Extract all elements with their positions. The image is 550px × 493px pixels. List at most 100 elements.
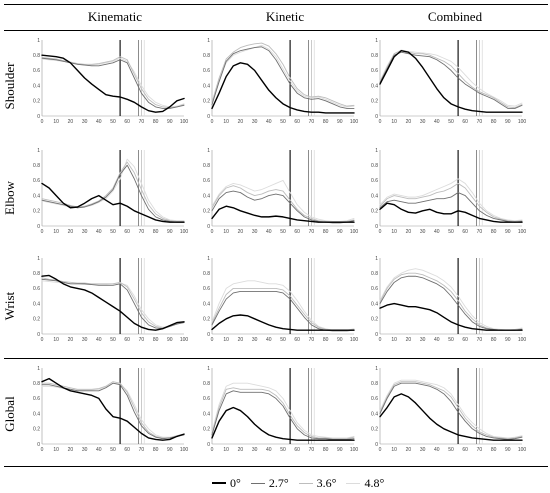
chart-wrist-kinematic: 0 0.2 0.4 0.6 0.8 1 0 10 20 30 40 50 60 70 80 90 100 (28, 254, 188, 344)
x-tick-label: 50 (110, 119, 116, 125)
series-line-0deg (41, 54, 185, 113)
series-line-0deg (41, 274, 185, 331)
x-tick-label: 60 (124, 447, 130, 453)
x-tick-label: 50 (448, 447, 454, 453)
y-tick-label: 0 (375, 332, 378, 338)
x-tick-label: 10 (223, 229, 229, 235)
y-tick-label: 0.8 (33, 271, 40, 277)
x-tick-label: 40 (434, 229, 440, 235)
x-tick-label: 40 (266, 229, 272, 235)
series-line-4-8deg (41, 158, 185, 222)
x-tick-label: 40 (434, 337, 440, 343)
x-tick-label: 90 (337, 337, 343, 343)
legend-label-4-8deg: 4.8° (364, 475, 385, 490)
chart-wrist-kinetic: 0 0.2 0.4 0.6 0.8 1 0 10 20 30 40 50 60 70 80 90 100 (198, 254, 358, 344)
y-tick-label: 1 (37, 366, 40, 372)
y-tick-label: 0.2 (203, 427, 210, 433)
y-tick-label: 0.2 (203, 99, 210, 105)
y-tick-label: 0.8 (371, 163, 378, 169)
series-line-3-6deg (41, 381, 185, 439)
chart-wrist-combined: 0 0.2 0.4 0.6 0.8 1 0 10 20 30 40 50 60 70 80 90 100 (366, 254, 526, 344)
y-tick-label: 0.2 (33, 99, 40, 105)
y-tick-label: 1 (207, 148, 210, 154)
x-tick-label: 20 (68, 447, 74, 453)
x-tick-label: 0 (379, 447, 382, 453)
x-tick-label: 20 (406, 337, 412, 343)
x-tick-label: 70 (139, 119, 145, 125)
x-tick-label: 30 (82, 119, 88, 125)
x-tick-label: 60 (124, 119, 130, 125)
series-line-4-8deg (379, 178, 523, 222)
chart-global-combined: 0 0.2 0.4 0.6 0.8 1 0 10 20 30 40 50 60 70 80 90 100 (366, 364, 526, 454)
x-tick-label: 20 (406, 447, 412, 453)
chart-elbow-kinetic-plot: 00.20.40.60.810 10 20 30 40 50 60 70 80 90 100 (203, 148, 358, 235)
y-tick-label: 0.6 (371, 178, 378, 184)
x-tick-label: 80 (153, 447, 159, 453)
chart-global-kinematic: 0 0.2 0.4 0.6 0.8 1 0 10 20 30 40 50 60 70 80 90 100 (28, 364, 188, 454)
x-tick-label: 50 (448, 119, 454, 125)
y-tick-label: 0.8 (203, 163, 210, 169)
y-tick-label: 0.4 (33, 301, 40, 307)
y-tick-label: 0.4 (371, 83, 378, 89)
x-tick-label: 40 (96, 447, 102, 453)
series-line-2-7deg (211, 290, 355, 332)
x-tick-label: 90 (505, 447, 511, 453)
y-tick-label: 0 (37, 114, 40, 120)
legend-item-2-7deg: 2.7° (250, 475, 289, 491)
series-line-4-8deg (41, 57, 185, 108)
x-tick-label: 20 (406, 119, 412, 125)
x-tick-label: 40 (434, 447, 440, 453)
x-tick-label: 50 (280, 447, 286, 453)
x-tick-label: 60 (462, 337, 468, 343)
x-tick-label: 90 (167, 229, 173, 235)
series-line-0deg (211, 406, 355, 441)
x-tick-label: 20 (406, 229, 412, 235)
x-tick-label: 50 (448, 229, 454, 235)
y-tick-label: 0.8 (203, 381, 210, 387)
series-line-4-8deg (379, 268, 523, 331)
series-line-2-7deg (41, 382, 185, 440)
legend-swatch-0deg (212, 482, 226, 484)
y-tick-label: 1 (37, 256, 40, 262)
x-tick-label: 50 (110, 229, 116, 235)
chart-wrist-kinetic-plot: 00.20.40.60.810 10 20 30 40 50 60 70 80 90 100 (203, 256, 358, 343)
y-tick-label: 0.8 (371, 271, 378, 277)
legend-item-3-6deg: 3.6° (298, 476, 336, 491)
x-tick-label: 30 (252, 119, 258, 125)
series-line-0deg (379, 302, 523, 331)
y-tick-label: 0.8 (33, 53, 40, 59)
y-tick-label: 0.2 (371, 317, 378, 323)
bottom-rule (4, 466, 548, 467)
x-tick-label: 40 (96, 119, 102, 125)
y-tick-label: 0.6 (371, 396, 378, 402)
series-line-2-7deg (211, 390, 355, 440)
series-line-0deg (41, 377, 185, 441)
series-line-3-6deg (41, 277, 185, 329)
x-tick-label: 100 (180, 229, 189, 235)
x-tick-label: 60 (462, 119, 468, 125)
y-tick-label: 1 (207, 256, 210, 262)
y-tick-label: 0 (375, 442, 378, 448)
x-tick-label: 0 (211, 119, 214, 125)
series-line-3-6deg (379, 50, 523, 109)
y-tick-label: 0 (37, 224, 40, 230)
x-tick-label: 80 (491, 229, 497, 235)
x-tick-label: 100 (350, 447, 359, 453)
x-tick-label: 70 (477, 337, 483, 343)
x-tick-label: 20 (238, 447, 244, 453)
y-tick-label: 0.2 (33, 317, 40, 323)
legend-label-2-7deg: 2.7° (268, 475, 289, 490)
x-tick-label: 20 (238, 337, 244, 343)
series-line-4-8deg (211, 179, 355, 222)
x-tick-label: 40 (434, 119, 440, 125)
x-tick-label: 50 (110, 337, 116, 343)
x-tick-label: 20 (68, 119, 74, 125)
y-tick-label: 0.4 (203, 83, 210, 89)
chart-global-kinetic: 0 0.2 0.4 0.6 0.8 1 0 10 20 30 40 50 60 70 80 90 100 (198, 364, 358, 454)
x-tick-label: 40 (96, 337, 102, 343)
x-tick-label: 70 (309, 447, 315, 453)
x-tick-label: 30 (82, 337, 88, 343)
x-tick-label: 10 (391, 119, 397, 125)
y-tick-label: 1 (375, 256, 378, 262)
x-tick-label: 60 (294, 229, 300, 235)
